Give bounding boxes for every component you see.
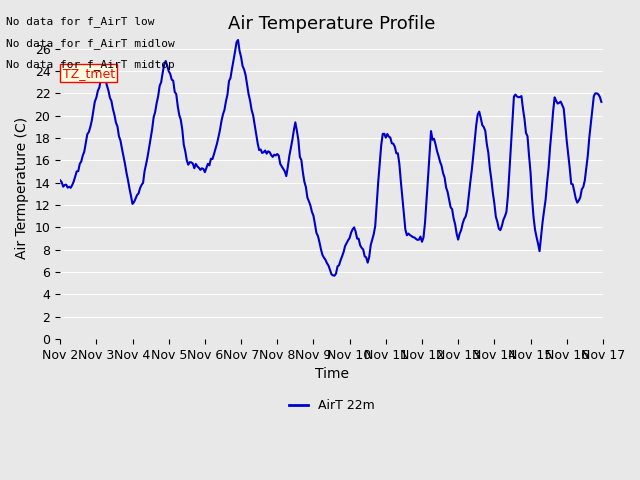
Text: TZ_tmet: TZ_tmet [63,67,115,80]
Title: Air Temperature Profile: Air Temperature Profile [228,15,435,33]
Text: No data for f_AirT midtop: No data for f_AirT midtop [6,59,175,70]
Text: No data for f_AirT midlow: No data for f_AirT midlow [6,37,175,48]
Legend: AirT 22m: AirT 22m [284,394,380,417]
X-axis label: Time: Time [314,367,349,381]
Text: No data for f_AirT low: No data for f_AirT low [6,16,155,27]
Y-axis label: Air Termperature (C): Air Termperature (C) [15,117,29,259]
